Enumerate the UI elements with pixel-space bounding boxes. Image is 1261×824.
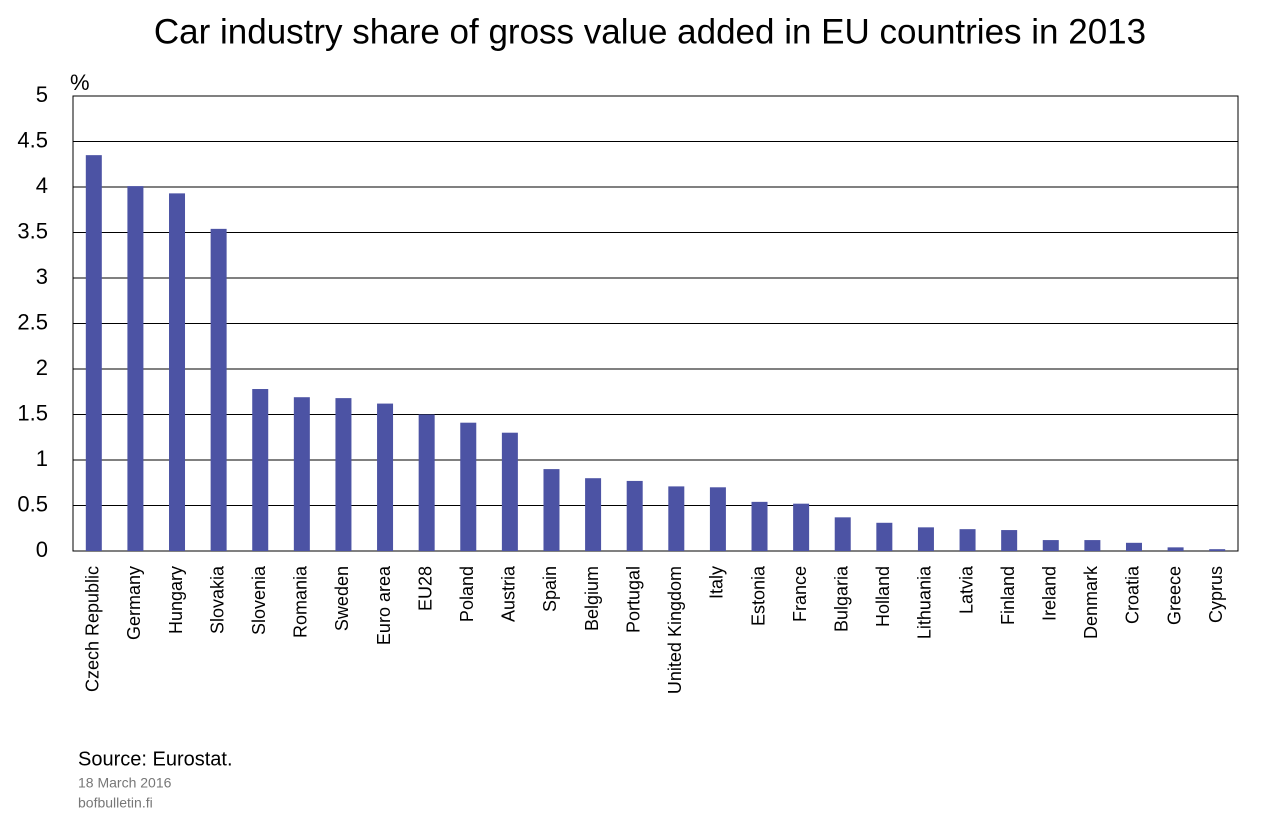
y-tick-label: 4 <box>36 173 48 198</box>
x-tick-label: Croatia <box>1123 565 1143 624</box>
bar <box>335 398 352 551</box>
bar <box>169 193 186 551</box>
x-tick-label: Holland <box>873 566 893 627</box>
bar <box>1084 540 1101 551</box>
x-tick-label: Sweden <box>332 566 352 631</box>
bar <box>377 403 394 551</box>
bar <box>252 389 269 551</box>
x-tick-label: Czech Republic <box>83 566 103 692</box>
bar <box>418 414 435 551</box>
y-tick-label: 3 <box>36 264 48 289</box>
y-tick-label: 2.5 <box>17 309 48 334</box>
y-tick-label: 3.5 <box>17 218 48 243</box>
x-tick-label: Portugal <box>623 566 643 633</box>
bar <box>626 480 643 551</box>
x-tick-label: United Kingdom <box>665 566 685 694</box>
bar <box>917 527 934 551</box>
bar <box>1001 530 1018 551</box>
bar <box>834 517 851 551</box>
x-tick-label: France <box>790 566 810 622</box>
bar <box>543 469 560 551</box>
bar <box>501 432 518 551</box>
x-tick-label: Belgium <box>582 566 602 631</box>
y-tick-label: 5 <box>36 82 48 107</box>
y-unit: % <box>70 70 90 95</box>
bar <box>460 422 477 551</box>
y-tick-label: 0.5 <box>17 491 48 516</box>
bar <box>585 478 602 551</box>
bar <box>210 228 227 552</box>
bar <box>876 522 893 551</box>
y-tick-label: 2 <box>36 355 48 380</box>
x-tick-label: Ireland <box>1040 566 1060 621</box>
x-tick-label: Spain <box>540 566 560 612</box>
source: Source: Eurostat. <box>78 748 233 770</box>
y-tick-label: 4.5 <box>17 127 48 152</box>
bar <box>959 529 976 551</box>
x-tick-label: Poland <box>457 566 477 622</box>
bar <box>1167 547 1184 551</box>
date: 18 March 2016 <box>78 775 172 791</box>
bar <box>751 501 768 551</box>
chart-title: Car industry share of gross value added … <box>154 12 1146 51</box>
bar <box>1209 549 1226 551</box>
y-tick-label: 1.5 <box>17 400 48 425</box>
x-tick-label: Estonia <box>748 565 768 626</box>
x-tick-label: Cyprus <box>1206 566 1226 623</box>
x-tick-label: Latvia <box>956 565 976 614</box>
bar <box>668 486 685 551</box>
bar <box>709 487 726 551</box>
bar <box>85 155 102 551</box>
x-tick-label: Bulgaria <box>831 565 851 632</box>
x-tick-label: Slovakia <box>207 565 227 634</box>
bar <box>793 503 810 551</box>
x-tick-label: Romania <box>291 565 311 638</box>
x-tick-label: Hungary <box>166 566 186 634</box>
bar <box>127 186 144 551</box>
x-tick-label: Denmark <box>1081 565 1101 639</box>
x-tick-label: Lithuania <box>915 565 935 639</box>
x-tick-label: Germany <box>124 566 144 640</box>
x-tick-label: Finland <box>998 566 1018 625</box>
x-tick-label: Greece <box>1164 566 1184 625</box>
x-tick-label: Austria <box>499 565 519 622</box>
y-tick-label: 1 <box>36 446 48 471</box>
x-tick-label: Slovenia <box>249 565 269 635</box>
bar <box>1125 542 1142 551</box>
y-tick-label: 0 <box>36 537 48 562</box>
x-tick-label: Euro area <box>374 565 394 645</box>
x-tick-label: Italy <box>707 566 727 599</box>
bar <box>1042 540 1059 551</box>
plot-frame <box>72 95 1239 552</box>
site: bofbulletin.fi <box>78 795 153 811</box>
bar <box>293 397 310 551</box>
x-tick-label: EU28 <box>415 566 435 611</box>
